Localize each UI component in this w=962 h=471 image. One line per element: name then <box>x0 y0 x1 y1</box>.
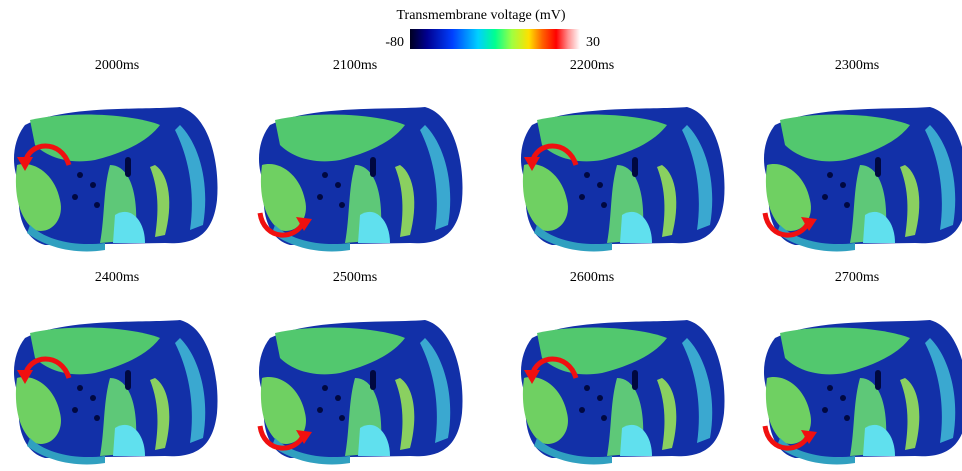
colorbar-title: Transmembrane voltage (mV) <box>397 8 566 23</box>
heart-render <box>259 320 463 464</box>
colorbar <box>410 29 580 49</box>
panel-label: 2300ms <box>835 58 879 73</box>
panel-label: 2200ms <box>570 58 614 73</box>
panel-label: 2600ms <box>570 270 614 285</box>
figure: Transmembrane voltage (mV) -80 30 2000ms… <box>0 0 962 466</box>
heart-render <box>521 107 725 251</box>
heart-render <box>14 107 218 251</box>
colorbar-max: 30 <box>586 35 600 50</box>
panel-label: 2100ms <box>333 58 377 73</box>
heart-render <box>764 107 962 251</box>
heart-render <box>14 320 218 464</box>
panel-label: 2700ms <box>835 270 879 285</box>
heart-render <box>259 107 463 251</box>
panel-label: 2500ms <box>333 270 377 285</box>
heart-render <box>521 320 725 464</box>
page: {"colorbar": {"title": "Transmembrane vo… <box>0 0 962 466</box>
panel-label: 2400ms <box>95 270 139 285</box>
panel-label: 2000ms <box>95 58 139 73</box>
colorbar-min: -80 <box>385 35 404 50</box>
heart-render <box>764 320 962 464</box>
